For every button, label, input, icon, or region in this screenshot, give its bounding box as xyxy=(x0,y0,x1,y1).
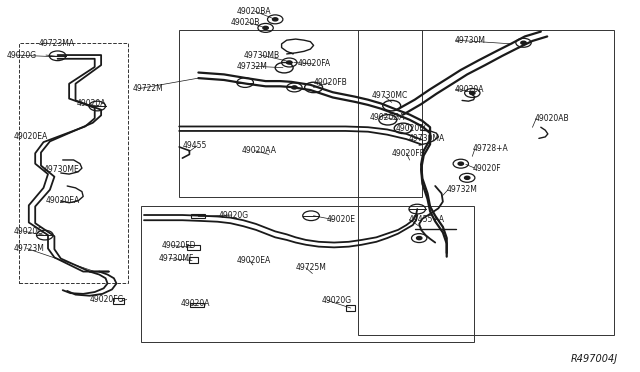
Bar xyxy=(179,30,422,197)
Circle shape xyxy=(292,86,297,89)
Text: 49020FB: 49020FB xyxy=(314,78,348,87)
Text: 49020BA: 49020BA xyxy=(237,7,271,16)
Text: 49020EA: 49020EA xyxy=(14,132,49,141)
Text: 49722M: 49722M xyxy=(133,84,164,93)
Text: 49020B: 49020B xyxy=(230,18,260,27)
Text: 49728+A: 49728+A xyxy=(472,144,508,153)
Bar xyxy=(19,43,128,283)
Bar xyxy=(187,245,200,250)
Text: 49020G: 49020G xyxy=(321,296,351,305)
Text: 49723MA: 49723MA xyxy=(38,39,74,48)
Text: 49730MF: 49730MF xyxy=(159,254,194,263)
Bar xyxy=(190,303,204,307)
Circle shape xyxy=(417,237,422,240)
Text: 49020A: 49020A xyxy=(180,299,210,308)
Bar xyxy=(141,206,474,342)
Circle shape xyxy=(470,92,475,94)
Circle shape xyxy=(287,61,292,64)
Circle shape xyxy=(458,162,463,165)
Circle shape xyxy=(273,18,278,21)
Text: 49020F: 49020F xyxy=(472,164,501,173)
Text: 49020GA: 49020GA xyxy=(370,113,405,122)
Text: 49020FD: 49020FD xyxy=(161,241,196,250)
Text: 49020FA: 49020FA xyxy=(298,60,331,68)
Text: 49020A: 49020A xyxy=(454,85,484,94)
Text: 49020G: 49020G xyxy=(14,227,44,236)
Text: 49730ME: 49730ME xyxy=(44,165,79,174)
Text: 49020AA: 49020AA xyxy=(242,146,277,155)
Text: 49020EA: 49020EA xyxy=(237,256,271,265)
Text: 49730M: 49730M xyxy=(454,36,485,45)
Text: 49732M: 49732M xyxy=(447,185,477,194)
Text: R497004J: R497004J xyxy=(570,354,618,364)
Text: 49020E: 49020E xyxy=(326,215,355,224)
Text: 49020FG: 49020FG xyxy=(90,295,124,304)
Circle shape xyxy=(465,176,470,179)
Circle shape xyxy=(263,26,268,29)
Bar xyxy=(346,305,355,311)
Text: 49020FC: 49020FC xyxy=(396,124,429,133)
Bar xyxy=(189,257,198,263)
Text: 49020G: 49020G xyxy=(219,211,249,219)
Text: 49020A: 49020A xyxy=(77,99,106,108)
Text: 49020FE: 49020FE xyxy=(392,149,425,158)
Text: 49730MA: 49730MA xyxy=(408,134,445,143)
Text: 49020EA: 49020EA xyxy=(46,196,81,205)
Circle shape xyxy=(521,41,526,44)
Text: 49455+A: 49455+A xyxy=(408,215,444,224)
Text: 49725M: 49725M xyxy=(296,263,326,272)
Text: 49730MB: 49730MB xyxy=(243,51,279,60)
Text: 49723M: 49723M xyxy=(14,244,45,253)
Bar xyxy=(191,214,205,218)
Text: 49020G: 49020G xyxy=(6,51,36,60)
Text: 49020AB: 49020AB xyxy=(534,114,569,123)
Text: 49732M: 49732M xyxy=(237,62,268,71)
Text: 49455: 49455 xyxy=(182,141,207,150)
Bar xyxy=(113,298,124,304)
Text: 49730MC: 49730MC xyxy=(371,92,408,100)
Bar xyxy=(358,30,614,335)
